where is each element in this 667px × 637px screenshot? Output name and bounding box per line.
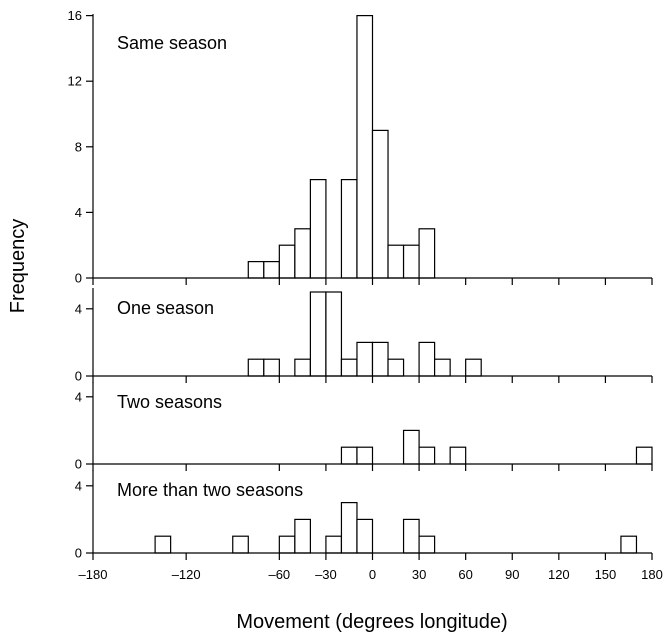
bar-p1-0 — [247, 261, 265, 279]
panel-4: 0 4 More than two seasons — [75, 470, 653, 561]
bar-p2-4 — [325, 291, 343, 377]
y-tick-label: 8 — [75, 139, 82, 154]
panel-title: One season — [117, 298, 214, 318]
bar-p3-2 — [402, 429, 420, 465]
panel-title: More than two seasons — [117, 480, 303, 500]
bar-p1-4 — [309, 179, 327, 279]
bar-p4-2 — [278, 535, 296, 554]
x-tick-label: 180 — [641, 567, 663, 582]
y-tick-label: 4 — [75, 205, 82, 220]
bar-p2-10 — [434, 358, 451, 377]
y-tick-label: 0 — [75, 457, 82, 472]
bar-p3-5 — [635, 446, 653, 465]
panel-2: 0 4 One season — [75, 288, 653, 384]
x-tick-label: 90 — [505, 567, 519, 582]
bar-p4-5 — [340, 502, 358, 554]
bar-p1-7 — [371, 129, 389, 279]
panel-title: Two seasons — [117, 392, 222, 412]
bar-p2-1 — [263, 358, 280, 377]
bar-p2-11 — [465, 358, 482, 377]
y-tick-label: 0 — [75, 369, 82, 384]
bar-p4-8 — [418, 535, 436, 554]
bar-p2-8 — [387, 358, 405, 377]
x-tick-label: –180 — [79, 567, 108, 582]
bar-p3-1 — [356, 446, 374, 465]
x-tick-label: –120 — [172, 567, 201, 582]
y-tick-label: 0 — [75, 546, 82, 561]
bar-p4-9 — [620, 535, 638, 554]
y-tick-label: 4 — [75, 478, 82, 493]
bar-p3-4 — [449, 446, 467, 465]
bar-p4-6 — [356, 518, 374, 554]
bar-p4-0 — [154, 535, 172, 554]
x-tick-label: 60 — [458, 567, 472, 582]
y-tick-label: 4 — [75, 301, 82, 316]
x-tick-label: –30 — [315, 567, 337, 582]
y-axis-title: Frequency — [7, 219, 29, 314]
bar-p1-3 — [294, 228, 311, 279]
y-tick-label: 12 — [68, 74, 82, 89]
plot-area: 0 4 8 12 16 Same season 0 4 One season 0 4 Two seas… — [68, 8, 663, 582]
y-tick-label: 16 — [68, 8, 82, 23]
x-tick-label: 150 — [595, 567, 617, 582]
bar-p2-5 — [340, 358, 358, 377]
x-axis-title: Movement (degrees longitude) — [236, 611, 507, 633]
panel-1: 0 4 8 12 16 Same season — [68, 8, 653, 286]
y-tick-label: 4 — [75, 389, 82, 404]
panel-3: 0 4 Two seasons — [75, 382, 653, 472]
bar-p1-8 — [387, 244, 405, 279]
bar-p1-1 — [263, 261, 280, 279]
bar-p1-2 — [278, 244, 296, 279]
bar-p1-5 — [340, 179, 358, 279]
bar-p2-2 — [294, 358, 311, 377]
x-tick-label: 30 — [412, 567, 426, 582]
x-tick-label: 0 — [369, 567, 376, 582]
x-tick-label: 120 — [548, 567, 570, 582]
bar-p2-3 — [309, 291, 327, 377]
bar-p4-1 — [232, 535, 249, 554]
x-tick-labels: –180 –120 –60 –30 0 30 60 90 120 150 180 — [79, 567, 663, 582]
bar-p1-10 — [418, 228, 436, 279]
bar-p2-7 — [371, 341, 389, 377]
bar-p3-0 — [340, 446, 358, 465]
bar-p2-9 — [418, 341, 436, 377]
panel-title: Same season — [117, 33, 227, 53]
y-tick-label: 0 — [75, 271, 82, 286]
bar-p1-6 — [356, 15, 374, 279]
bar-p2-6 — [356, 341, 374, 377]
bar-p3-3 — [418, 446, 436, 465]
bar-p4-4 — [325, 535, 343, 554]
x-tick-label: –60 — [268, 567, 290, 582]
bar-p4-3 — [294, 518, 311, 554]
bar-p4-7 — [402, 518, 420, 554]
bar-p1-9 — [402, 244, 420, 279]
bar-p2-0 — [247, 358, 265, 377]
